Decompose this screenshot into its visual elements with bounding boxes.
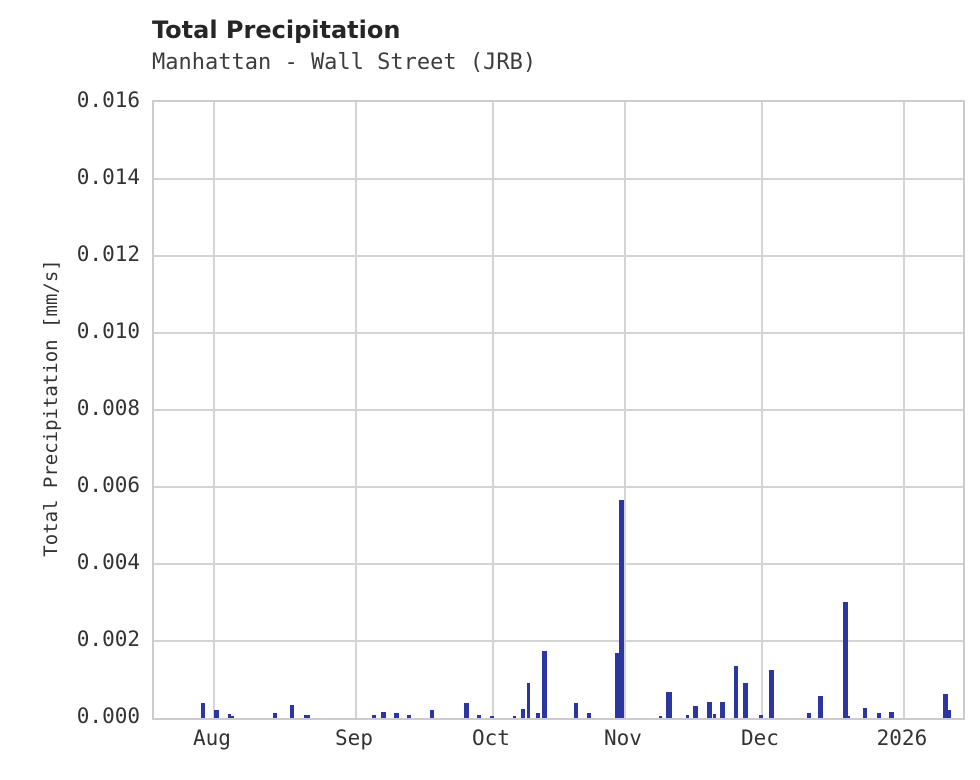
gridline-horizontal: [154, 563, 963, 565]
gridline-horizontal: [154, 255, 963, 257]
chart-subtitle: Manhattan - Wall Street (JRB): [152, 50, 537, 75]
bar: [214, 709, 219, 718]
bar: [536, 713, 540, 718]
bar: [713, 714, 716, 718]
gridline-vertical: [902, 102, 905, 718]
bar: [847, 715, 850, 718]
y-tick-label: 0.000: [76, 704, 140, 728]
y-tick-label: 0.016: [76, 88, 140, 112]
gridline-vertical: [491, 102, 494, 718]
bar: [407, 714, 411, 718]
bar: [659, 715, 662, 718]
bar: [759, 714, 763, 718]
x-tick-label: Nov: [603, 726, 642, 750]
bar: [863, 708, 867, 718]
bar: [686, 714, 689, 718]
gridline-vertical: [212, 102, 215, 718]
bar: [304, 714, 310, 718]
y-tick-label: 0.010: [76, 319, 140, 343]
chart-title: Total Precipitation: [152, 16, 401, 44]
bar: [290, 704, 294, 718]
x-tick-label: 2026: [876, 726, 928, 750]
y-tick-label: 0.002: [76, 627, 140, 651]
bar: [521, 708, 525, 718]
gridline-vertical: [623, 102, 626, 718]
x-tick-label: Sep: [335, 726, 373, 750]
bar: [477, 714, 481, 718]
y-tick-label: 0.008: [76, 396, 140, 420]
bar: [720, 701, 725, 718]
bar: [948, 710, 951, 718]
bar: [490, 716, 494, 718]
bar: [372, 714, 376, 718]
plot-area: [152, 100, 965, 720]
bar: [231, 716, 234, 718]
gridline-horizontal: [154, 486, 963, 488]
bar: [513, 715, 516, 718]
y-tick-label: 0.014: [76, 165, 140, 189]
bar: [619, 500, 624, 718]
x-tick-label: Dec: [740, 726, 779, 750]
gridline-vertical: [760, 102, 763, 718]
bar: [615, 652, 619, 718]
bar: [587, 713, 591, 718]
bar: [707, 701, 712, 718]
gridline-horizontal: [154, 640, 963, 642]
bar: [889, 711, 894, 718]
bar: [430, 709, 434, 718]
y-tick-label: 0.004: [76, 550, 140, 574]
y-axis-tick-labels: 0.000 0.002 0.004 0.006 0.008 0.010 0.012 0.014…: [0, 88, 140, 728]
bar: [877, 713, 881, 718]
bar: [843, 602, 848, 718]
bar: [769, 669, 774, 718]
x-axis-tick-labels: Aug Sep Oct Nov Dec 2026: [152, 726, 961, 766]
bar: [527, 683, 530, 718]
bar: [201, 703, 205, 718]
bar: [743, 682, 748, 718]
bar: [273, 713, 277, 718]
gridline-vertical: [355, 102, 357, 718]
bar: [574, 703, 578, 718]
bar: [734, 666, 738, 718]
y-tick-label: 0.012: [76, 242, 140, 266]
bar: [807, 712, 811, 718]
bar: [943, 694, 948, 718]
bar: [818, 696, 823, 718]
bar: [381, 711, 386, 718]
gridline-horizontal: [154, 409, 963, 411]
gridline-horizontal: [154, 332, 963, 334]
bar: [394, 713, 399, 718]
plot-inner: [154, 102, 963, 718]
x-tick-label: Oct: [472, 726, 510, 750]
bar: [464, 703, 469, 718]
bar: [542, 650, 547, 718]
bar: [666, 691, 672, 718]
x-tick-label: Aug: [192, 726, 231, 750]
bar: [693, 706, 698, 718]
bar: [228, 714, 231, 718]
gridline-horizontal: [154, 178, 963, 180]
y-tick-label: 0.006: [76, 473, 140, 497]
